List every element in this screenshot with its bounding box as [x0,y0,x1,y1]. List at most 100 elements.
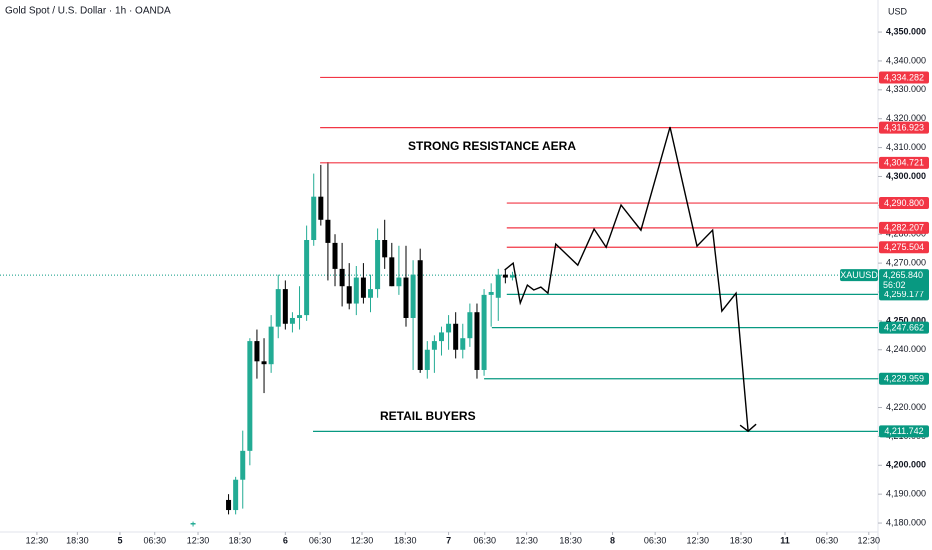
x-tick-label: 18:30 [730,535,753,545]
x-tick-label: 06:30 [143,535,166,545]
projection-line [504,126,749,432]
level-label: 4,259.177 [884,289,924,299]
candle-body [318,196,324,220]
candle-body [375,240,381,290]
x-tick-label: 7 [446,535,451,545]
y-tick-label: 4,180.000 [886,517,926,527]
countdown-label: 56:02 [883,280,906,290]
y-tick-label: 4,220.000 [886,402,926,412]
y-tick-label: 4,330.000 [886,84,926,94]
level-label-box [879,241,929,254]
candle-body [297,315,303,318]
x-tick-label: 8 [610,535,615,545]
candle-body [353,277,359,304]
candle-body [368,289,374,298]
candle-body [474,312,480,370]
level-label: 4,282.207 [884,223,924,233]
x-tick-label: 18:30 [559,535,582,545]
x-tick-label: 11 [780,535,790,545]
level-label-box [879,321,929,334]
candle-body [325,219,331,243]
candle-body [360,277,366,298]
candle-body [190,523,196,525]
candle-body [226,499,232,511]
level-label: 4,247.662 [884,323,924,333]
arrow-head [739,423,757,433]
level-label: 4,304.721 [884,158,924,168]
candle-body [389,257,395,287]
annotation: RETAIL BUYERS [380,409,476,423]
level-label: 4,275.504 [884,242,924,252]
last-price-label: 4,265.840 [883,270,923,280]
y-tick-label: 4,250.000 [886,315,926,325]
level-label: 4,334.282 [884,72,924,82]
level-label: 4,290.800 [884,198,924,208]
candle-body [431,341,437,350]
candle-body [417,260,423,370]
x-tick-label: 5 [117,535,122,545]
x-tick-label: 12:30 [515,535,538,545]
x-tick-label: 06:30 [474,535,497,545]
candle-body [261,361,267,365]
level-label-box [879,425,929,438]
y-tick-label: 4,350.000 [886,26,926,36]
candle-body [275,289,281,327]
level-label-box [879,288,929,301]
x-tick-label: 18:30 [394,535,417,545]
level-label-box [879,156,929,169]
level-label: 4,316.923 [884,122,924,132]
y-tick-label: 4,190.000 [886,489,926,499]
y-tick-label: 4,270.000 [886,257,926,267]
chart-title: Gold Spot / U.S. Dollar · 1h · OANDA [5,6,171,17]
candle-body [254,341,260,362]
symbol-box [840,269,878,282]
candle-body [311,196,317,241]
candle-body [382,240,388,258]
candle-body [240,450,246,480]
candle-body [247,341,253,451]
x-tick-label: 12:30 [686,535,709,545]
candle-body [502,274,508,278]
level-label-box [879,121,929,134]
level-label: 4,229.959 [884,374,924,384]
x-tick-label: 18:30 [66,535,89,545]
candle-body [495,274,501,298]
candle-body [460,338,466,350]
candle-body [332,242,338,269]
x-tick-label: 12:30 [351,535,374,545]
candle-body [481,294,487,370]
x-tick-label: 12:30 [858,535,881,545]
last-price-box [879,269,929,292]
candle-body [509,275,515,278]
candle-body [446,323,452,333]
x-tick-label: 12:30 [26,535,49,545]
y-axis-label: USD [888,6,908,16]
symbol-label: XAUUSD [840,270,878,280]
x-tick-label: 6 [283,535,288,545]
y-tick-label: 4,300.000 [886,171,926,181]
y-tick-label: 4,310.000 [886,142,926,152]
x-tick-label: 12:30 [187,535,210,545]
x-tick-label: 06:30 [644,535,667,545]
candle-body [453,323,459,350]
level-label-box [879,221,929,234]
candle-body [438,332,444,342]
candle-body [233,479,239,511]
y-tick-label: 4,200.000 [886,460,926,470]
candle-body [268,326,274,365]
candle-body [403,277,409,318]
y-tick-label: 4,340.000 [886,55,926,65]
x-tick-label: 18:30 [229,535,252,545]
level-label-box [879,372,929,385]
candle-body [289,317,295,324]
candle-body [396,277,402,287]
x-tick-label: 06:30 [816,535,839,545]
y-tick-label: 4,320.000 [886,113,926,123]
candle-body [488,291,494,295]
candle-body [467,312,473,339]
level-label-box [879,197,929,210]
annotation: STRONG RESISTANCE AERA [408,139,576,153]
candle-body [424,349,430,370]
